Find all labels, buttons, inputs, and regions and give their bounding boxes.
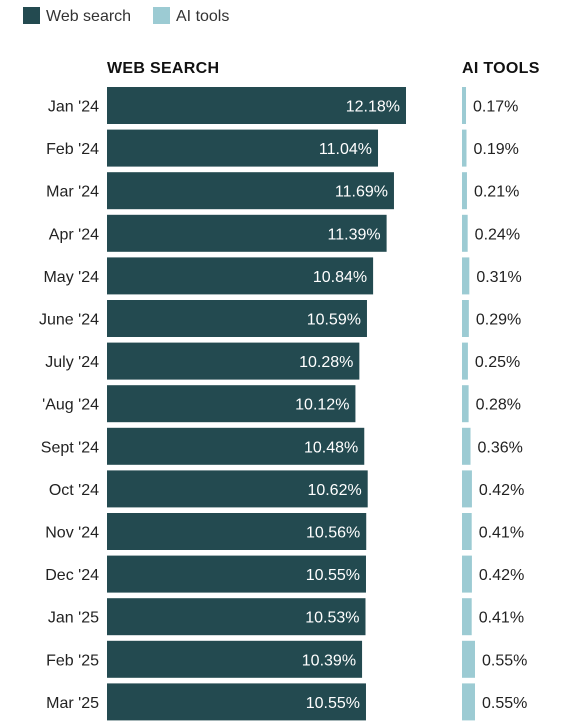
ai-tools-value-label: 0.24% <box>475 226 520 243</box>
ai-tools-value-label: 0.41% <box>479 525 524 542</box>
web-search-value-label: 10.84% <box>313 269 367 286</box>
chart-row: May '24 10.84% 0.31% <box>43 257 522 295</box>
web-search-bar <box>107 427 365 465</box>
web-search-bar <box>107 129 379 167</box>
web-search-bar <box>107 683 366 721</box>
ai-tools-column-header: AI TOOLS <box>462 60 540 77</box>
ai-tools-bar <box>462 300 469 337</box>
legend-label-web-search: Web search <box>46 8 131 25</box>
web-search-value-label: 10.59% <box>307 312 361 329</box>
chart-row: Apr '24 11.39% 0.24% <box>49 214 520 252</box>
category-label: 'Aug '24 <box>42 397 99 414</box>
ai-tools-bar <box>462 172 467 210</box>
ai-tools-value-label: 0.29% <box>476 312 521 329</box>
ai-tools-value-label: 0.19% <box>473 141 518 158</box>
ai-tools-value-label: 0.17% <box>473 99 518 116</box>
category-label: Mar '24 <box>46 184 99 201</box>
chart-rows: Jan '24 12.18% 0.17% Feb '24 11.04% 0.19% Mar … <box>39 87 527 721</box>
ai-tools-bar <box>462 385 469 423</box>
ai-tools-bar <box>462 427 471 465</box>
web-search-value-label: 10.53% <box>305 610 359 627</box>
web-search-bar <box>107 513 367 550</box>
legend-swatch-ai-tools <box>153 7 170 24</box>
web-search-value-label: 12.18% <box>346 99 400 116</box>
chart-row: 'Aug '24 10.12% 0.28% <box>42 385 521 423</box>
web-search-bar <box>107 172 394 210</box>
category-label: Dec '24 <box>45 567 99 584</box>
web-search-value-label: 11.69% <box>335 184 388 201</box>
ai-tools-value-label: 0.31% <box>476 269 521 286</box>
ai-tools-bar <box>462 87 467 124</box>
ai-tools-value-label: 0.36% <box>478 439 523 456</box>
legend: Web search AI tools <box>23 7 229 25</box>
category-label: Jan '25 <box>48 610 99 627</box>
legend-swatch-web-search <box>23 7 40 24</box>
category-label: July '24 <box>45 354 99 371</box>
web-search-bar <box>107 214 387 252</box>
category-label: Mar '25 <box>46 695 99 712</box>
ai-tools-value-label: 0.28% <box>476 397 521 414</box>
web-search-value-label: 10.48% <box>304 439 358 456</box>
ai-tools-value-label: 0.41% <box>479 610 524 627</box>
ai-tools-value-label: 0.25% <box>475 354 520 371</box>
ai-tools-bar <box>462 470 472 508</box>
ai-tools-bar <box>462 513 472 550</box>
category-label: Jan '24 <box>48 99 99 116</box>
web-search-column-header: WEB SEARCH <box>107 60 219 77</box>
web-search-value-label: 10.56% <box>306 525 360 542</box>
ai-tools-value-label: 0.42% <box>479 482 524 499</box>
chart-row: June '24 10.59% 0.29% <box>39 300 521 337</box>
web-search-bar <box>107 640 363 678</box>
chart-row: Oct '24 10.62% 0.42% <box>49 470 524 508</box>
ai-tools-bar <box>462 683 475 721</box>
web-search-bar <box>107 470 368 508</box>
ai-tools-value-label: 0.42% <box>479 567 524 584</box>
chart-row: Sept '24 10.48% 0.36% <box>41 427 523 465</box>
chart-row: Mar '24 11.69% 0.21% <box>46 172 519 210</box>
ai-tools-bar <box>462 598 472 636</box>
chart-row: Jan '25 10.53% 0.41% <box>48 598 524 636</box>
chart-row: Feb '25 10.39% 0.55% <box>46 640 527 678</box>
ai-tools-value-label: 0.55% <box>482 652 527 669</box>
web-search-bar <box>107 257 374 295</box>
web-search-value-label: 10.55% <box>306 567 360 584</box>
chart-row: Mar '25 10.55% 0.55% <box>46 683 527 721</box>
web-search-bar <box>107 555 366 593</box>
category-label: June '24 <box>39 312 99 329</box>
web-search-bar <box>107 87 406 124</box>
category-label: Feb '25 <box>46 652 99 669</box>
ai-tools-value-label: 0.55% <box>482 695 527 712</box>
category-label: May '24 <box>43 269 99 286</box>
web-search-value-label: 10.12% <box>295 397 349 414</box>
web-search-value-label: 10.28% <box>299 354 353 371</box>
ai-tools-value-label: 0.21% <box>474 184 519 201</box>
web-search-bar <box>107 342 360 380</box>
category-label: Sept '24 <box>41 439 99 456</box>
web-search-bar <box>107 385 356 423</box>
category-label: Oct '24 <box>49 482 99 499</box>
ai-tools-bar <box>462 342 468 380</box>
chart-row: Feb '24 11.04% 0.19% <box>46 129 519 167</box>
web-search-value-label: 10.62% <box>307 482 361 499</box>
chart-row: Nov '24 10.56% 0.41% <box>45 513 524 550</box>
legend-label-ai-tools: AI tools <box>176 8 229 25</box>
category-label: Feb '24 <box>46 141 99 158</box>
chart-row: July '24 10.28% 0.25% <box>45 342 520 380</box>
ai-tools-bar <box>462 257 470 295</box>
category-label: Nov '24 <box>45 525 99 542</box>
web-search-bar <box>107 300 367 337</box>
ai-tools-bar <box>462 640 475 678</box>
web-search-value-label: 11.39% <box>328 226 381 243</box>
chart-row: Dec '24 10.55% 0.42% <box>45 555 524 593</box>
ai-tools-bar <box>462 129 467 167</box>
chart-row: Jan '24 12.18% 0.17% <box>48 87 518 124</box>
ai-tools-bar <box>462 214 468 252</box>
web-search-value-label: 10.39% <box>302 652 356 669</box>
category-label: Apr '24 <box>49 226 99 243</box>
web-search-value-label: 10.55% <box>306 695 360 712</box>
web-search-bar <box>107 598 366 636</box>
ai-tools-bar <box>462 555 472 593</box>
web-search-value-label: 11.04% <box>319 141 372 158</box>
